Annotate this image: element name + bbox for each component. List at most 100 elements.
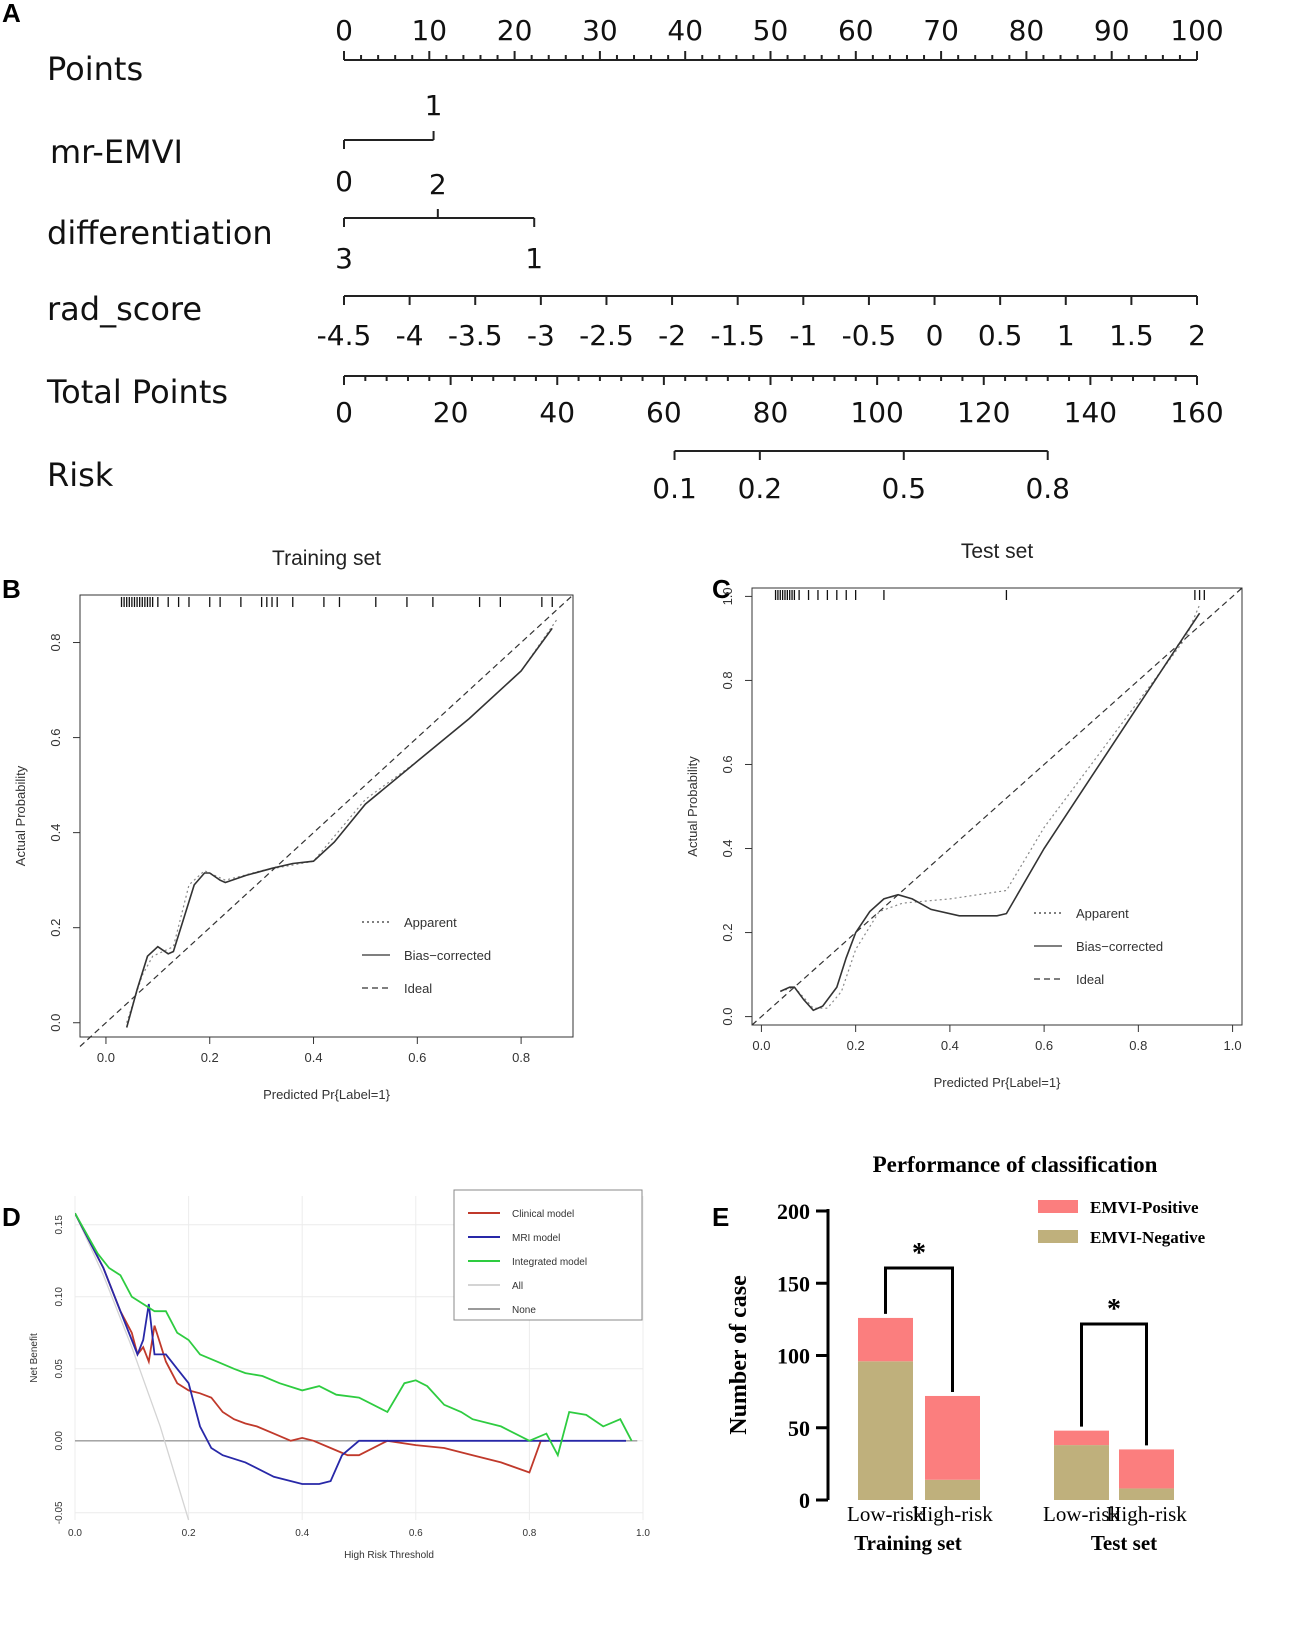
risk-tick-label: 0.2 bbox=[738, 472, 783, 505]
legend-label: Ideal bbox=[404, 981, 432, 996]
x-tick-label: High-risk bbox=[1106, 1502, 1187, 1526]
series-line-ideal bbox=[79, 594, 574, 1047]
points-tick-label: 10 bbox=[411, 14, 447, 47]
total-points-tick-label: 160 bbox=[1170, 396, 1223, 429]
x-axis-label: High Risk Threshold bbox=[344, 1550, 434, 1561]
risk-tick-label: 0.1 bbox=[652, 472, 697, 505]
x-tick-label: 0.4 bbox=[304, 1050, 322, 1065]
x-tick-label: 0.2 bbox=[847, 1038, 865, 1053]
plot-frame bbox=[79, 594, 574, 1038]
x-tick-label: 0.6 bbox=[408, 1050, 426, 1065]
total-points-tick-label: 60 bbox=[646, 396, 682, 429]
panel-letter-d: D bbox=[2, 1202, 21, 1232]
bar-segment-emvi-positive bbox=[1054, 1430, 1109, 1446]
total-points-tick-label: 0 bbox=[335, 396, 353, 429]
series-line-bias-corrected bbox=[125, 627, 553, 1028]
y-tick-label: -0.05 bbox=[54, 1501, 65, 1524]
calibration-test-chart: Test set Predicted Pr{Label=1} Actual Prob… bbox=[685, 540, 1243, 1090]
legend-label: EMVI-Negative bbox=[1090, 1228, 1206, 1247]
group-label: Test set bbox=[1091, 1531, 1157, 1555]
nomogram-row-label: Points bbox=[47, 50, 143, 88]
points-tick-label: 50 bbox=[753, 14, 789, 47]
chart-title: Test set bbox=[961, 540, 1034, 563]
y-tick-label: 200 bbox=[777, 1199, 810, 1224]
legend-label: None bbox=[512, 1305, 536, 1316]
y-tick-label: 0.00 bbox=[54, 1431, 65, 1451]
total-points-tick-label: 40 bbox=[539, 396, 575, 429]
nomogram-row-label: mr-EMVI bbox=[50, 133, 183, 171]
significance-bracket bbox=[884, 1266, 954, 1392]
rad-score-tick-label: -1.5 bbox=[710, 319, 765, 352]
points-tick-label: 70 bbox=[923, 14, 959, 47]
mr-emvi-level-label: 1 bbox=[425, 89, 443, 122]
y-tick-label: 1.0 bbox=[720, 587, 735, 605]
nomogram-row-label: differentiation bbox=[47, 214, 273, 252]
series-line-apparent bbox=[126, 618, 558, 1023]
rad-score-tick-label: 1 bbox=[1057, 319, 1075, 352]
x-tick-label: 1.0 bbox=[636, 1528, 650, 1539]
y-tick-label: 0.2 bbox=[720, 924, 735, 942]
x-tick-label: 0.4 bbox=[295, 1528, 309, 1539]
x-tick-label: 0.2 bbox=[182, 1528, 196, 1539]
y-tick-label: 100 bbox=[777, 1344, 810, 1369]
y-tick-label: 0.6 bbox=[720, 755, 735, 773]
significance-bracket bbox=[1080, 1322, 1148, 1446]
significance-star: * bbox=[1107, 1294, 1121, 1325]
rad-score-tick-label: 0.5 bbox=[978, 319, 1023, 352]
bar-segment-emvi-negative bbox=[1119, 1488, 1174, 1500]
y-tick-label: 0.8 bbox=[720, 671, 735, 689]
total-points-tick-label: 100 bbox=[850, 396, 903, 429]
rad-score-tick-label: -2 bbox=[658, 319, 686, 352]
y-axis-label: Actual Probability bbox=[13, 765, 28, 866]
classification-bar-chart: Performance of classification Number of c… bbox=[726, 1152, 1206, 1555]
differentiation-level-label: 3 bbox=[335, 242, 353, 275]
rad-score-tick-label: -0.5 bbox=[842, 319, 897, 352]
legend-label: Apparent bbox=[404, 915, 457, 930]
y-tick-label: 0.8 bbox=[48, 633, 63, 651]
x-axis-label: Predicted Pr{Label=1} bbox=[263, 1087, 391, 1102]
legend-label: Ideal bbox=[1076, 972, 1104, 987]
legend-swatch bbox=[1038, 1230, 1078, 1243]
chart-title: Training set bbox=[272, 547, 381, 570]
bar-segment-emvi-positive bbox=[858, 1317, 913, 1362]
panel-letter-a: A bbox=[2, 0, 21, 28]
chart-title: Performance of classification bbox=[873, 1152, 1158, 1177]
risk-tick-label: 0.5 bbox=[882, 472, 927, 505]
series-line-clinical-model bbox=[75, 1212, 547, 1474]
y-tick-label: 0.05 bbox=[54, 1359, 65, 1379]
rad-score-tick-label: -2.5 bbox=[579, 319, 634, 352]
panel-letter-e: E bbox=[712, 1202, 729, 1232]
x-tick-label: 1.0 bbox=[1224, 1038, 1242, 1053]
group-label: Training set bbox=[854, 1531, 962, 1555]
nomogram-chart: Points mr-EMVI differentiation rad_score… bbox=[46, 14, 1224, 505]
x-tick-label: 0.8 bbox=[512, 1050, 530, 1065]
risk-tick-label: 0.8 bbox=[1025, 472, 1070, 505]
x-tick-label: 0.8 bbox=[522, 1528, 536, 1539]
legend-label: Apparent bbox=[1076, 906, 1129, 921]
legend-label: Bias−corrected bbox=[1076, 939, 1163, 954]
series-line-all bbox=[75, 1213, 190, 1521]
y-tick-label: 0.6 bbox=[48, 729, 63, 747]
bar-segment-emvi-negative bbox=[858, 1361, 913, 1500]
rad-score-tick-label: -1 bbox=[789, 319, 817, 352]
differentiation-level-label: 2 bbox=[429, 168, 447, 201]
y-tick-label: 0.0 bbox=[48, 1014, 63, 1032]
mr-emvi-level-label: 0 bbox=[335, 165, 353, 198]
x-tick-label: 0.8 bbox=[1129, 1038, 1147, 1053]
points-tick-label: 0 bbox=[335, 14, 353, 47]
total-points-tick-label: 20 bbox=[433, 396, 469, 429]
x-tick-label: High-risk bbox=[912, 1502, 993, 1526]
bar-segment-emvi-positive bbox=[1119, 1449, 1174, 1489]
legend-label: Bias−corrected bbox=[404, 948, 491, 963]
points-tick-label: 80 bbox=[1009, 14, 1045, 47]
panel-letter-c: C bbox=[712, 574, 731, 604]
y-tick-label: 150 bbox=[777, 1271, 810, 1296]
rad-score-tick-label: 2 bbox=[1188, 319, 1206, 352]
x-tick-label: Low-risk bbox=[847, 1502, 924, 1526]
points-tick-label: 40 bbox=[667, 14, 703, 47]
points-tick-label: 20 bbox=[497, 14, 533, 47]
y-tick-label: 0 bbox=[799, 1488, 810, 1513]
legend-swatch bbox=[1038, 1200, 1078, 1213]
panel-letter-b: B bbox=[2, 574, 21, 604]
legend-label: All bbox=[512, 1281, 523, 1292]
